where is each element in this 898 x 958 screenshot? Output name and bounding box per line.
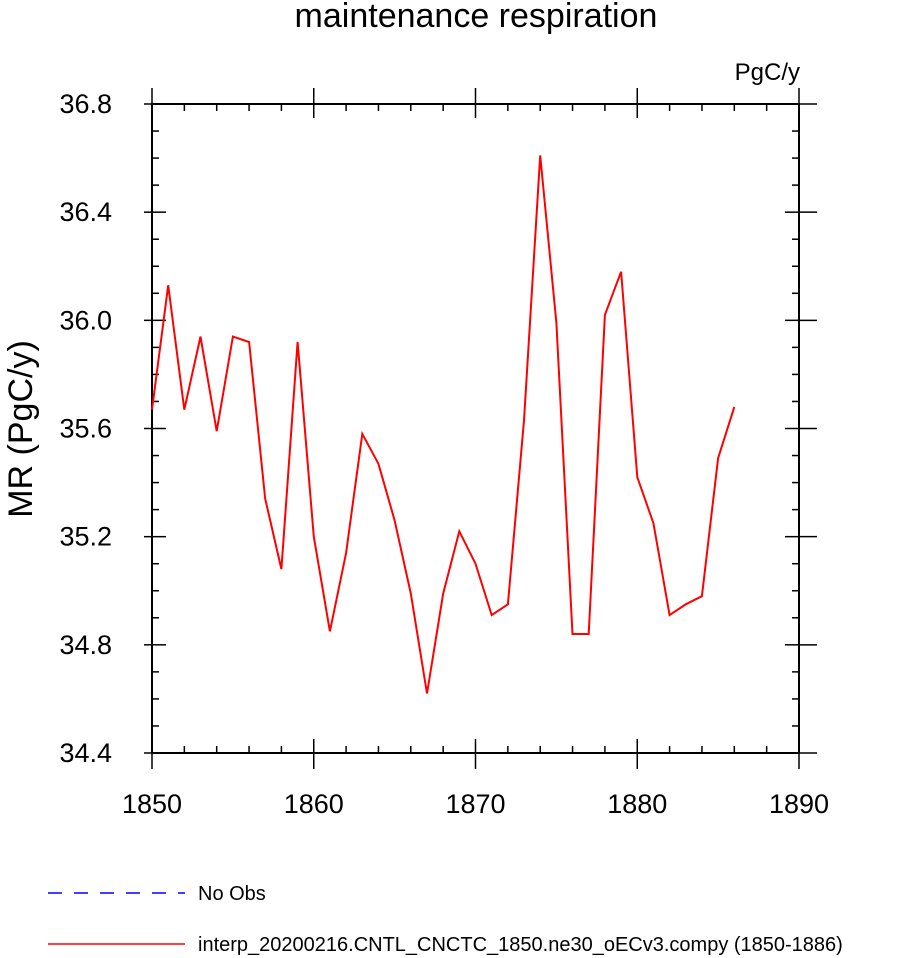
legend: No Obs interp_20200216.CNTL_CNCTC_1850.n… bbox=[48, 883, 843, 956]
series-line-0 bbox=[151, 155, 736, 694]
y-tick-label: 36.8 bbox=[59, 89, 112, 119]
chart-title: maintenance respiration bbox=[295, 0, 658, 35]
x-tick-label: 1870 bbox=[445, 789, 505, 819]
plot-frame bbox=[151, 103, 800, 754]
units-label: PgC/y bbox=[735, 59, 800, 86]
y-ticks: 34.4 34.8 35.2 35.6 36.0 36.4 36.8 bbox=[59, 89, 817, 768]
y-axis-label: MR (PgC/y) bbox=[2, 340, 40, 518]
legend-label-no-obs: No Obs bbox=[198, 883, 266, 905]
y-tick-label: 35.6 bbox=[59, 414, 112, 444]
y-tick-label: 35.2 bbox=[59, 522, 112, 552]
x-tick-label: 1860 bbox=[284, 789, 344, 819]
x-ticks: 1850 1860 1870 1880 1890 bbox=[122, 88, 829, 819]
series-group bbox=[151, 155, 736, 694]
legend-label-model: interp_20200216.CNTL_CNCTC_1850.ne30_oEC… bbox=[198, 934, 843, 956]
y-tick-label: 34.8 bbox=[59, 630, 112, 660]
y-tick-label: 36.0 bbox=[59, 305, 112, 335]
x-tick-label: 1890 bbox=[769, 789, 829, 819]
x-tick-label: 1880 bbox=[607, 789, 667, 819]
x-tick-label: 1850 bbox=[122, 789, 182, 819]
y-tick-label: 36.4 bbox=[59, 197, 112, 227]
y-tick-label: 34.4 bbox=[59, 738, 112, 768]
